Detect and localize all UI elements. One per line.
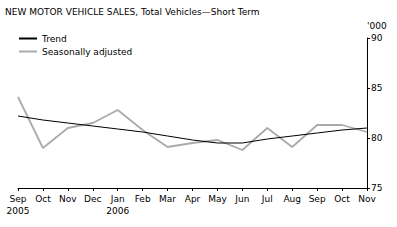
svg-text:May: May [208, 194, 227, 204]
svg-text:Nov: Nov [358, 194, 376, 204]
svg-text:2006: 2006 [106, 206, 129, 216]
svg-text:Oct: Oct [334, 194, 350, 204]
svg-text:Jul: Jul [261, 194, 273, 204]
svg-text:Dec: Dec [84, 194, 101, 204]
svg-text:Jan: Jan [110, 194, 125, 204]
svg-text:Jun: Jun [234, 194, 249, 204]
svg-text:90: 90 [371, 33, 383, 43]
svg-text:80: 80 [371, 133, 383, 143]
svg-text:75: 75 [371, 183, 382, 193]
svg-text:Feb: Feb [135, 194, 151, 204]
svg-text:Sep: Sep [309, 194, 326, 204]
svg-text:Mar: Mar [159, 194, 176, 204]
svg-text:NEW MOTOR VEHICLE SALES, Total: NEW MOTOR VEHICLE SALES, Total Vehicles—… [5, 7, 260, 17]
svg-text:2005: 2005 [7, 206, 30, 216]
svg-text:Apr: Apr [185, 194, 201, 204]
svg-text:Oct: Oct [35, 194, 51, 204]
svg-text:Seasonally adjusted: Seasonally adjusted [42, 47, 132, 57]
svg-text:85: 85 [371, 83, 382, 93]
svg-text:Nov: Nov [59, 194, 77, 204]
svg-text:Aug: Aug [283, 194, 301, 204]
svg-text:Trend: Trend [41, 34, 67, 44]
svg-text:'000: '000 [367, 21, 387, 31]
svg-text:Sep: Sep [10, 194, 27, 204]
